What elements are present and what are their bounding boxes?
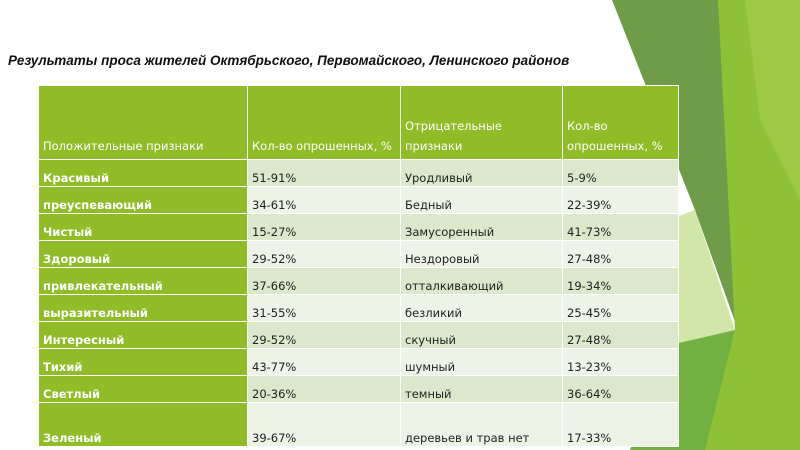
positive-trait-cell: привлекательный (38, 267, 248, 295)
table-row: Светлый 20-36% темный 36-64% (38, 375, 679, 403)
table-row: выразительный 31-55% безликий 25-45% (38, 294, 679, 322)
table-row: Интересный 29-52% скучный 27-48% (38, 321, 679, 349)
header-positive-percent: Кол-во опрошенных, % (247, 85, 401, 160)
slide-title: Результаты проса жителей Октябрьского, П… (8, 53, 570, 68)
negative-trait-cell: Уродливый (400, 159, 563, 187)
positive-percent-cell: 31-55% (247, 294, 401, 322)
negative-percent-cell: 17-33% (562, 402, 679, 447)
positive-percent-cell: 39-67% (247, 402, 401, 447)
table-row: привлекательный 37-66% отталкивающий 19-34% (38, 267, 679, 295)
positive-trait-cell: Здоровый (38, 240, 248, 268)
table-row: Здоровый 29-52% Нездоровый 27-48% (38, 240, 679, 268)
negative-trait-cell: скучный (400, 321, 563, 349)
negative-trait-cell: Нездоровый (400, 240, 563, 268)
positive-trait-cell: преуспевающий (38, 186, 248, 214)
negative-percent-cell: 13-23% (562, 348, 679, 376)
positive-percent-cell: 20-36% (247, 375, 401, 403)
negative-percent-cell: 22-39% (562, 186, 679, 214)
negative-percent-cell: 25-45% (562, 294, 679, 322)
negative-trait-cell: Бедный (400, 186, 563, 214)
bg-shape-light (745, 0, 800, 200)
survey-results-table: Положительные признаки Кол-во опрошенных… (38, 85, 679, 447)
table-row: Чистый 15-27% Замусоренный 41-73% (38, 213, 679, 241)
positive-trait-cell: выразительный (38, 294, 248, 322)
table-row: Тихий 43-77% шумный 13-23% (38, 348, 679, 376)
positive-percent-cell: 34-61% (247, 186, 401, 214)
negative-percent-cell: 5-9% (562, 159, 679, 187)
header-negative: Отрицательные признаки (400, 85, 563, 160)
positive-trait-cell: Интересный (38, 321, 248, 349)
negative-trait-cell: отталкивающий (400, 267, 563, 295)
positive-percent-cell: 29-52% (247, 321, 401, 349)
table-row: Зеленый 39-67% деревьев и трав нет 17-33% (38, 402, 679, 447)
negative-percent-cell: 27-48% (562, 321, 679, 349)
positive-percent-cell: 51-91% (247, 159, 401, 187)
negative-percent-cell: 19-34% (562, 267, 679, 295)
table-header-row: Положительные признаки Кол-во опрошенных… (38, 85, 679, 160)
negative-percent-cell: 41-73% (562, 213, 679, 241)
positive-trait-cell: Светлый (38, 375, 248, 403)
positive-trait-cell: Красивый (38, 159, 248, 187)
negative-trait-cell: Замусоренный (400, 213, 563, 241)
header-negative-percent: Кол-во опрошенных, % (562, 85, 679, 160)
negative-trait-cell: деревьев и трав нет (400, 402, 563, 447)
positive-trait-cell: Тихий (38, 348, 248, 376)
negative-trait-cell: безликий (400, 294, 563, 322)
negative-trait-cell: шумный (400, 348, 563, 376)
table-row: Красивый 51-91% Уродливый 5-9% (38, 159, 679, 187)
positive-percent-cell: 15-27% (247, 213, 401, 241)
positive-trait-cell: Чистый (38, 213, 248, 241)
negative-percent-cell: 36-64% (562, 375, 679, 403)
positive-trait-cell: Зеленый (38, 402, 248, 447)
positive-percent-cell: 37-66% (247, 267, 401, 295)
header-positive: Положительные признаки (38, 85, 248, 160)
positive-percent-cell: 29-52% (247, 240, 401, 268)
table-row: преуспевающий 34-61% Бедный 22-39% (38, 186, 679, 214)
positive-percent-cell: 43-77% (247, 348, 401, 376)
negative-percent-cell: 27-48% (562, 240, 679, 268)
bg-shape-dark (612, 0, 738, 330)
negative-trait-cell: темный (400, 375, 563, 403)
